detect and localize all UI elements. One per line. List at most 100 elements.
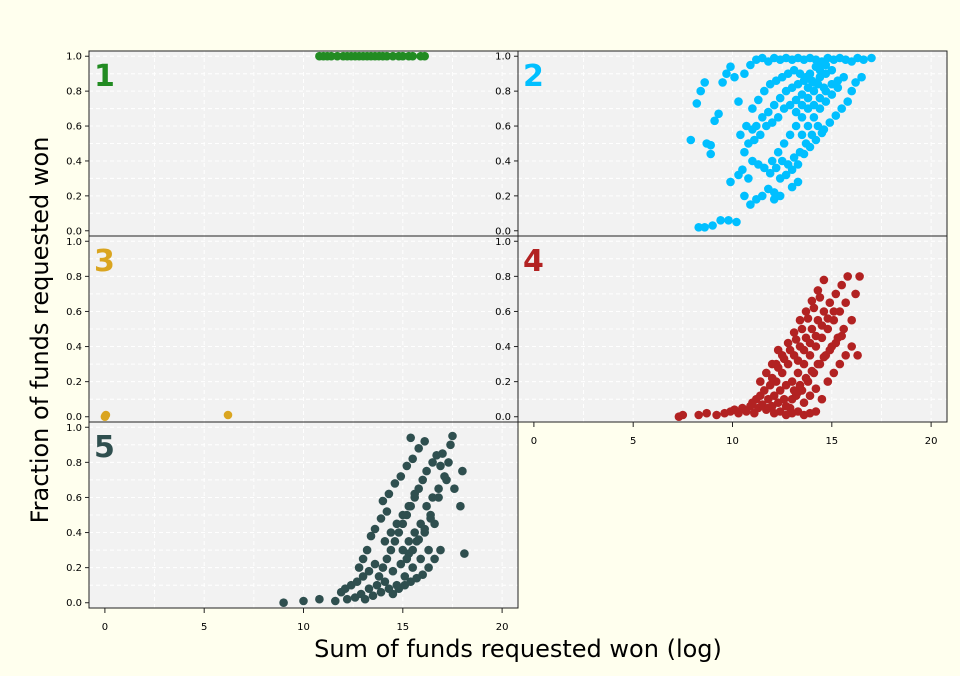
- data-point: [396, 472, 406, 481]
- data-point: [746, 60, 755, 70]
- data-point: [839, 324, 848, 334]
- data-point: [811, 331, 821, 341]
- data-point: [801, 307, 811, 316]
- y-tick-label: 0.8: [495, 87, 511, 98]
- data-point: [732, 217, 741, 227]
- data-point: [795, 380, 805, 390]
- data-point: [388, 589, 398, 599]
- y-tick-label: 1.0: [66, 237, 82, 248]
- data-point: [791, 107, 801, 117]
- data-point: [370, 524, 380, 534]
- data-point: [223, 410, 233, 420]
- data-point: [404, 501, 414, 511]
- data-point: [388, 51, 398, 61]
- data-point: [426, 514, 435, 523]
- y-tick-label: 0.4: [495, 156, 511, 167]
- y-tick-label: 0.0: [66, 412, 82, 423]
- data-point: [827, 90, 837, 99]
- data-point: [853, 351, 862, 360]
- data-point: [327, 51, 336, 61]
- data-point: [342, 594, 352, 604]
- data-point: [380, 577, 390, 586]
- data-point: [352, 577, 362, 586]
- data-point: [696, 86, 705, 96]
- data-point: [837, 104, 846, 113]
- data-point: [402, 461, 412, 471]
- data-point: [434, 493, 443, 502]
- data-point: [718, 78, 727, 87]
- data-point: [374, 572, 384, 581]
- data-point: [775, 386, 785, 395]
- y-axis-label: Fraction of funds requested won: [26, 137, 54, 524]
- data-point: [390, 479, 400, 488]
- data-point: [428, 493, 437, 502]
- data-point: [406, 433, 416, 443]
- grid: [89, 51, 518, 236]
- data-point: [756, 377, 765, 386]
- data-point: [765, 168, 775, 178]
- data-point: [700, 78, 709, 87]
- data-point: [418, 475, 428, 485]
- data-point: [408, 454, 418, 464]
- data-point: [748, 104, 757, 113]
- data-point: [750, 135, 759, 145]
- data-point: [400, 572, 410, 581]
- data-point: [817, 128, 827, 138]
- grid: [89, 236, 518, 422]
- data-point: [706, 149, 715, 159]
- data-point: [299, 596, 308, 606]
- data-point: [408, 563, 418, 572]
- data-point: [807, 296, 817, 306]
- data-point: [708, 221, 717, 230]
- data-point: [831, 111, 841, 120]
- data-point: [821, 60, 831, 70]
- data-point: [358, 554, 368, 564]
- data-point: [769, 391, 779, 401]
- data-point: [851, 78, 860, 87]
- data-point: [760, 163, 769, 173]
- data-point: [773, 345, 783, 355]
- series-1: [315, 51, 430, 61]
- data-point: [811, 384, 821, 394]
- data-point: [734, 97, 743, 106]
- data-point: [799, 398, 809, 408]
- data-point: [448, 431, 457, 441]
- data-point: [432, 451, 441, 460]
- panel-3: 3: [88, 235, 519, 423]
- data-point: [859, 55, 868, 64]
- y-tick-label: 0.4: [66, 528, 82, 539]
- data-point: [819, 352, 829, 362]
- data-point: [388, 566, 398, 576]
- data-point: [428, 458, 437, 467]
- data-point: [835, 307, 845, 316]
- data-point: [420, 51, 430, 61]
- data-point: [797, 100, 807, 110]
- data-point: [807, 324, 817, 334]
- data-point: [797, 113, 807, 122]
- data-point: [801, 373, 811, 383]
- x-tick-label: 5: [630, 436, 636, 447]
- data-point: [793, 356, 803, 365]
- data-point: [843, 97, 852, 106]
- data-point: [823, 314, 833, 323]
- y-tick-label: 1.0: [495, 237, 511, 248]
- data-point: [101, 410, 111, 420]
- data-point: [712, 410, 721, 420]
- data-point: [787, 394, 797, 404]
- data-point: [366, 531, 376, 541]
- data-point: [376, 514, 386, 523]
- data-point: [817, 394, 827, 404]
- data-point: [809, 303, 819, 313]
- data-point: [710, 116, 719, 126]
- data-point: [422, 466, 431, 476]
- data-point: [756, 130, 765, 140]
- data-point: [686, 135, 696, 145]
- data-point: [825, 298, 835, 308]
- data-point: [398, 545, 408, 555]
- y-tick-label: 0.2: [66, 191, 82, 202]
- data-point: [410, 528, 420, 537]
- data-point: [789, 328, 799, 337]
- data-point: [758, 113, 767, 122]
